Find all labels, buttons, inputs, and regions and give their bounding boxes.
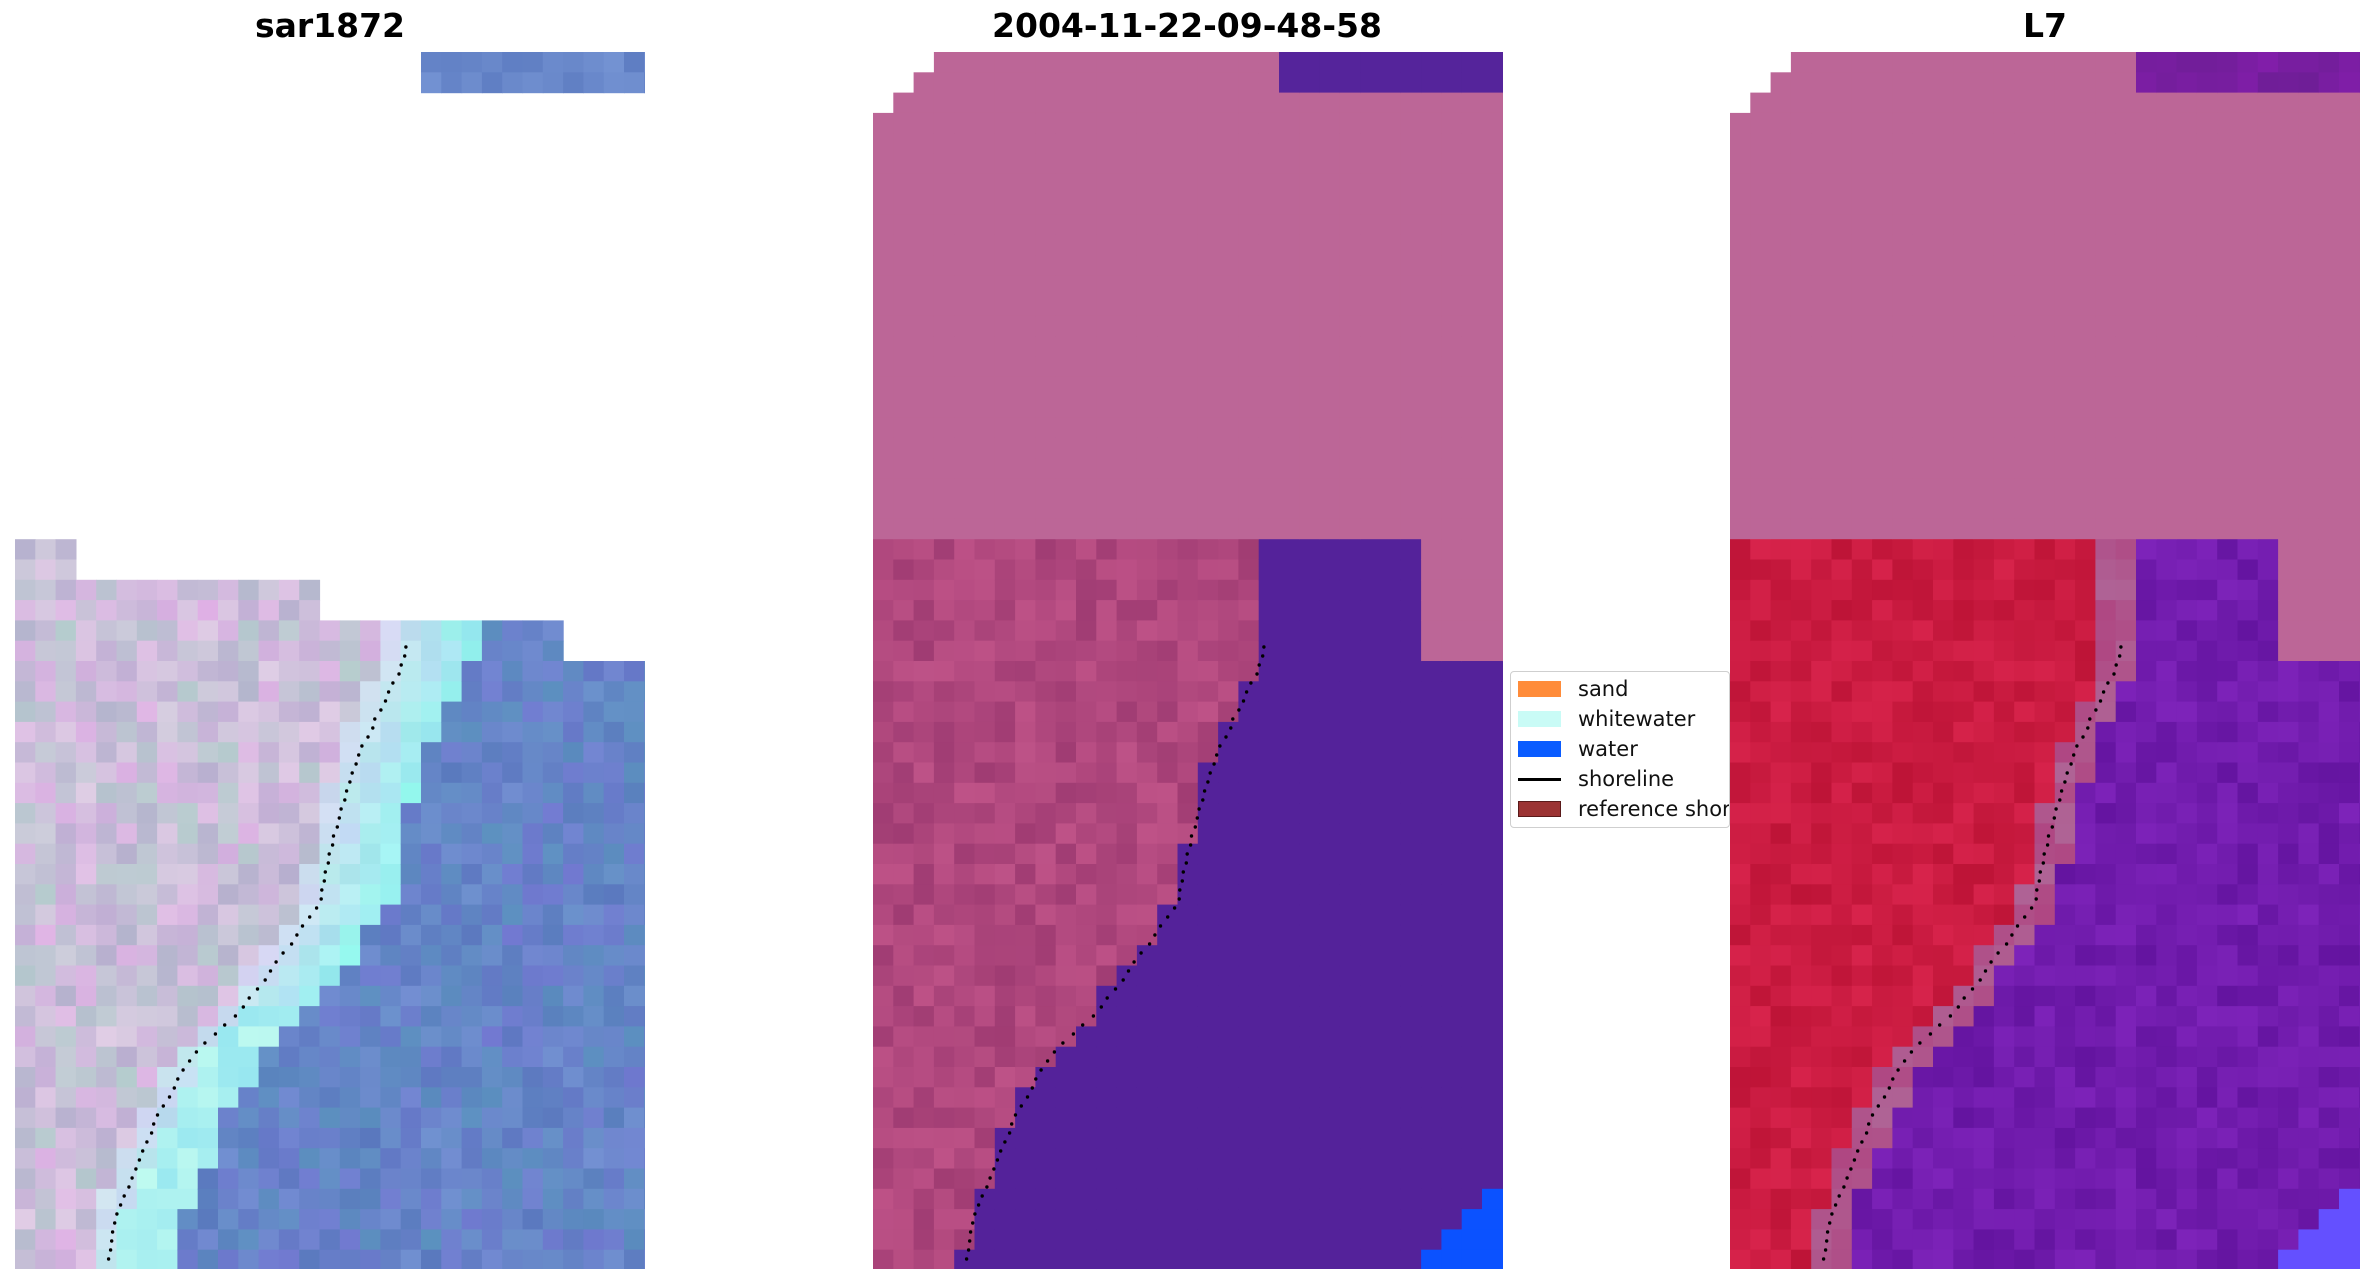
shoreline-trace-index [1821, 645, 2123, 1261]
legend-swatch-water [1518, 741, 1561, 757]
legend-swatch-reference-shoreline [1518, 801, 1561, 817]
legend-item-whitewater: whitewater [1511, 704, 1729, 734]
legend-item-reference-shoreline: reference shoreline [1511, 794, 1730, 824]
legend-label-water: water [1578, 737, 1638, 761]
rgb-image-panel [15, 52, 645, 1269]
shoreline-trace-rgb [106, 645, 408, 1261]
classified-image [873, 52, 1503, 1269]
index-image-panel [1730, 52, 2360, 1269]
shoreline-trace-classified [964, 645, 1266, 1261]
legend: sand whitewater water shoreline referenc… [1510, 671, 1730, 828]
legend-label-whitewater: whitewater [1578, 707, 1696, 731]
legend-label-sand: sand [1578, 677, 1629, 701]
legend-item-sand: sand [1511, 674, 1729, 704]
index-image [1730, 52, 2360, 1269]
legend-item-water: water [1511, 734, 1729, 764]
legend-label-shoreline: shoreline [1578, 767, 1675, 791]
panel-title-index: L7 [2023, 6, 2067, 45]
classified-image-panel [873, 52, 1503, 1269]
panel-title-rgb: sar1872 [254, 6, 406, 45]
legend-item-shoreline: shoreline [1511, 764, 1729, 794]
panel-title-classified: 2004-11-22-09-48-58 [992, 6, 1382, 45]
rgb-image [15, 52, 645, 1269]
legend-label-reference-shoreline: reference shoreline [1578, 797, 1730, 821]
legend-line-shoreline [1518, 778, 1561, 781]
legend-swatch-sand [1518, 681, 1561, 697]
legend-swatch-whitewater [1518, 711, 1561, 727]
